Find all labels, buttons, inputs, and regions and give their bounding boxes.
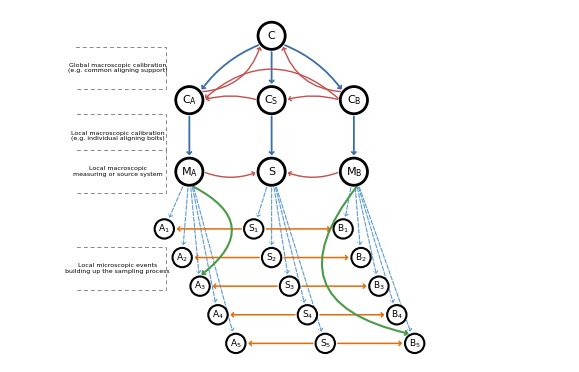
Text: $\mathrm{B_{1}}$: $\mathrm{B_{1}}$ [338, 223, 349, 235]
Text: $\mathrm{A_{3}}$: $\mathrm{A_{3}}$ [194, 280, 206, 292]
Circle shape [334, 219, 353, 238]
Circle shape [405, 334, 424, 353]
Text: $\mathrm{A_{2}}$: $\mathrm{A_{2}}$ [177, 251, 188, 264]
Circle shape [258, 158, 285, 185]
Text: Local macroscopic
measuring or source system: Local macroscopic measuring or source sy… [73, 166, 163, 177]
Text: $\mathrm{C_{S}}$: $\mathrm{C_{S}}$ [265, 93, 279, 107]
Text: $\mathrm{B_{2}}$: $\mathrm{B_{2}}$ [355, 251, 367, 264]
Circle shape [369, 276, 389, 296]
Circle shape [351, 248, 371, 267]
FancyBboxPatch shape [69, 150, 166, 193]
Circle shape [258, 22, 285, 49]
Text: $\mathrm{S_{5}}$: $\mathrm{S_{5}}$ [320, 337, 331, 350]
Circle shape [173, 248, 192, 267]
Circle shape [190, 276, 210, 296]
FancyBboxPatch shape [69, 247, 166, 290]
Text: $\mathrm{M_{B}}$: $\mathrm{M_{B}}$ [346, 165, 362, 179]
Circle shape [316, 334, 335, 353]
Text: $\mathrm{S_{3}}$: $\mathrm{S_{3}}$ [284, 280, 295, 292]
Circle shape [340, 158, 368, 185]
Circle shape [244, 219, 263, 238]
Text: $\mathrm{A_{5}}$: $\mathrm{A_{5}}$ [230, 337, 241, 350]
Circle shape [387, 305, 406, 324]
Text: C: C [267, 31, 276, 41]
Circle shape [176, 158, 203, 185]
Circle shape [176, 87, 203, 114]
Text: Global macroscopic calibration
(e.g. common aligning support): Global macroscopic calibration (e.g. com… [68, 62, 167, 73]
Circle shape [298, 305, 317, 324]
FancyBboxPatch shape [69, 46, 166, 89]
Circle shape [226, 334, 245, 353]
Text: $\mathrm{A_{1}}$: $\mathrm{A_{1}}$ [159, 223, 170, 235]
Text: $\mathrm{S_{2}}$: $\mathrm{S_{2}}$ [266, 251, 277, 264]
Text: $\mathrm{B_{5}}$: $\mathrm{B_{5}}$ [409, 337, 420, 350]
Text: $\mathrm{B_{4}}$: $\mathrm{B_{4}}$ [391, 308, 403, 321]
Text: $\mathrm{B_{3}}$: $\mathrm{B_{3}}$ [373, 280, 385, 292]
Text: $\mathrm{A_{4}}$: $\mathrm{A_{4}}$ [212, 308, 224, 321]
Text: $\mathrm{C_{A}}$: $\mathrm{C_{A}}$ [182, 93, 197, 107]
Circle shape [155, 219, 174, 238]
Text: $\mathrm{S_{4}}$: $\mathrm{S_{4}}$ [302, 308, 313, 321]
Circle shape [280, 276, 299, 296]
FancyBboxPatch shape [69, 115, 166, 157]
Text: $\mathrm{C_{B}}$: $\mathrm{C_{B}}$ [347, 93, 361, 107]
Circle shape [208, 305, 228, 324]
Text: $\mathrm{S_{1}}$: $\mathrm{S_{1}}$ [248, 223, 259, 235]
Circle shape [340, 87, 368, 114]
Circle shape [262, 248, 281, 267]
Text: Local macroscopic calibration
(e.g. individual aligning bolts): Local macroscopic calibration (e.g. indi… [71, 131, 164, 141]
Text: $\mathrm{M_{A}}$: $\mathrm{M_{A}}$ [181, 165, 198, 179]
Circle shape [258, 87, 285, 114]
Text: S: S [268, 167, 275, 177]
Text: Local microscopic events
building up the sampling process: Local microscopic events building up the… [65, 263, 170, 274]
